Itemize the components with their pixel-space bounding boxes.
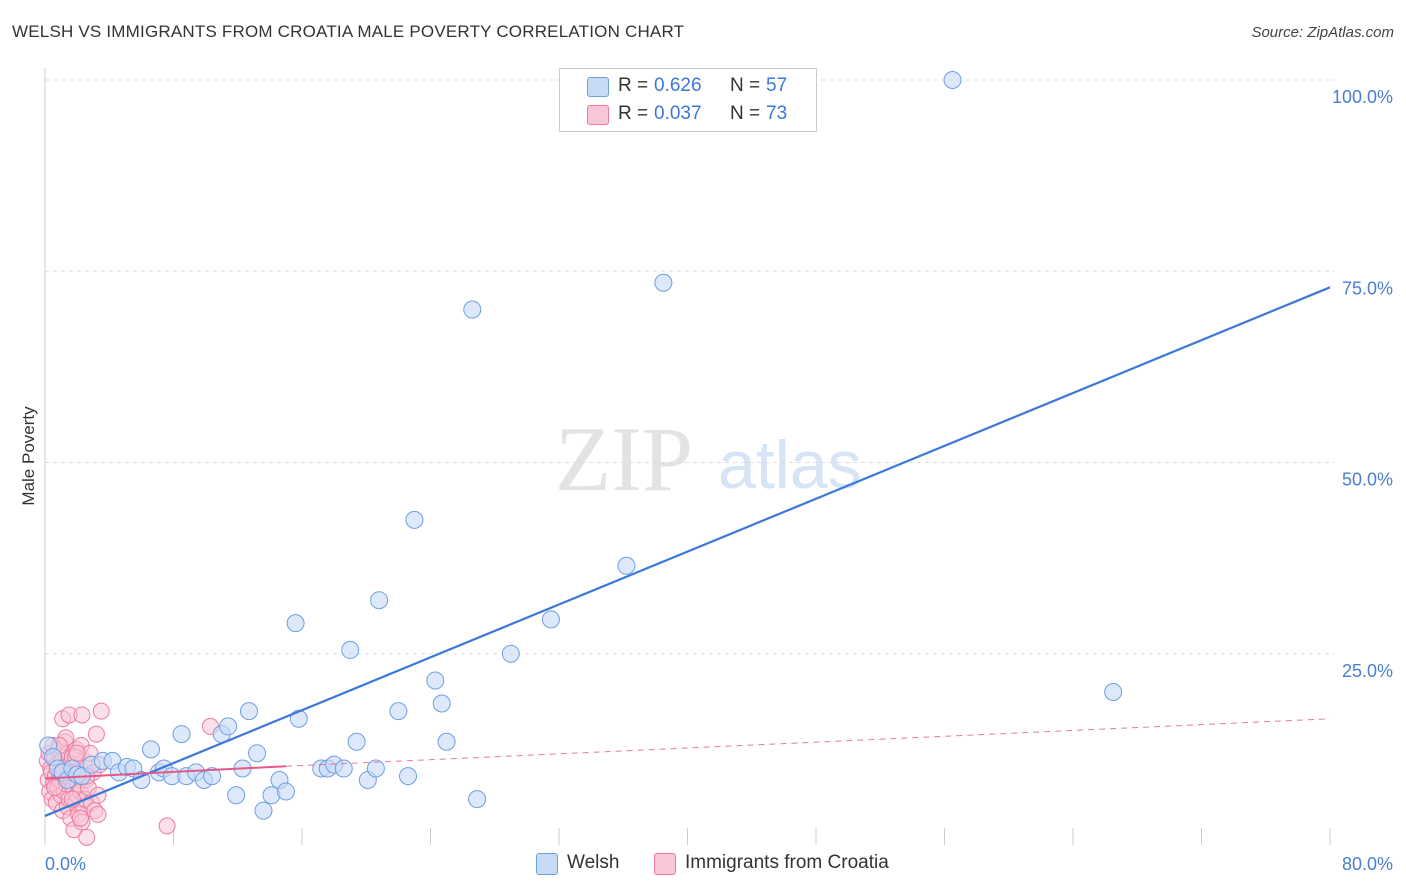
y-tick-label: 75.0% (1342, 278, 1393, 298)
croatia-point (92, 702, 110, 720)
welsh-point (426, 671, 445, 690)
source-credit: Source: ZipAtlas.com (1251, 24, 1394, 41)
welsh-point (254, 801, 273, 820)
welsh-point (370, 591, 389, 610)
croatia-n-label: N = (730, 103, 761, 124)
croatia-legend-swatch (654, 853, 676, 875)
welsh-trend-line (44, 286, 1331, 817)
welsh-point (463, 300, 482, 319)
welsh-r-label: R = (618, 75, 649, 96)
croatia-point (71, 809, 89, 827)
welsh-point (172, 725, 191, 744)
croatia-legend-label: Immigrants from Croatia (685, 852, 889, 873)
welsh-point (203, 767, 222, 786)
tick-labels: 25.0% 50.0% 75.0% 100.0% 0.0% 80.0% (45, 87, 1393, 874)
croatia-point (158, 817, 176, 835)
croatia-n-value: 73 (766, 103, 788, 124)
x-tick-label: 80.0% (1342, 854, 1393, 874)
welsh-point (399, 767, 418, 786)
welsh-point (334, 759, 353, 778)
welsh-point (219, 717, 238, 736)
welsh-point (286, 614, 305, 633)
y-tick-label: 25.0% (1342, 661, 1393, 681)
legend-row-welsh: R = 0.626 N = 57 (560, 73, 816, 101)
data-points (38, 71, 1123, 846)
welsh-point (341, 640, 360, 659)
welsh-legend-label: Welsh (567, 852, 620, 873)
croatia-point (78, 828, 96, 846)
croatia-r-value: 0.037 (654, 103, 702, 124)
welsh-swatch (587, 77, 609, 97)
watermark-atlas: atlas (718, 427, 862, 503)
welsh-point (541, 610, 560, 629)
welsh-point (654, 273, 673, 292)
welsh-point (437, 732, 456, 751)
croatia-point (73, 706, 91, 724)
welsh-point (468, 790, 487, 809)
welsh-point (405, 510, 424, 529)
x-tick-label: 0.0% (45, 854, 86, 874)
croatia-point (89, 805, 107, 823)
legend-row-croatia: R = 0.037 N = 73 (560, 101, 816, 129)
welsh-point (366, 759, 385, 778)
y-axis-label: Male Poverty (19, 406, 38, 506)
welsh-point (276, 782, 295, 801)
croatia-point (46, 779, 64, 797)
watermark-zip: ZIP (555, 408, 693, 510)
correlation-legend: R = 0.626 N = 57 R = 0.037 N = 73 (559, 68, 817, 132)
welsh-point (617, 556, 636, 575)
axes (44, 68, 1331, 845)
croatia-point (87, 725, 105, 743)
y-tick-label: 100.0% (1332, 87, 1393, 107)
welsh-point (239, 702, 258, 721)
croatia-trend-line (44, 765, 286, 780)
y-tick-label: 50.0% (1342, 470, 1393, 490)
welsh-point (227, 786, 246, 805)
croatia-trend-extension (285, 718, 1331, 767)
welsh-point (142, 740, 161, 759)
welsh-n-value: 57 (766, 75, 788, 96)
croatia-point (68, 744, 86, 762)
chart-title: WELSH VS IMMIGRANTS FROM CROATIA MALE PO… (12, 22, 685, 41)
welsh-point (432, 694, 451, 713)
croatia-swatch (587, 105, 609, 125)
welsh-point (501, 644, 520, 663)
welsh-point (248, 744, 267, 763)
welsh-point (347, 732, 366, 751)
trend-lines (44, 286, 1331, 817)
welsh-point (289, 709, 308, 728)
welsh-point (389, 702, 408, 721)
welsh-point (1104, 683, 1123, 701)
welsh-legend-swatch (536, 853, 558, 875)
welsh-r-value: 0.626 (654, 75, 702, 96)
welsh-n-label: N = (730, 75, 761, 96)
croatia-r-label: R = (618, 103, 649, 124)
welsh-point (943, 71, 962, 89)
gridlines (45, 79, 1335, 655)
